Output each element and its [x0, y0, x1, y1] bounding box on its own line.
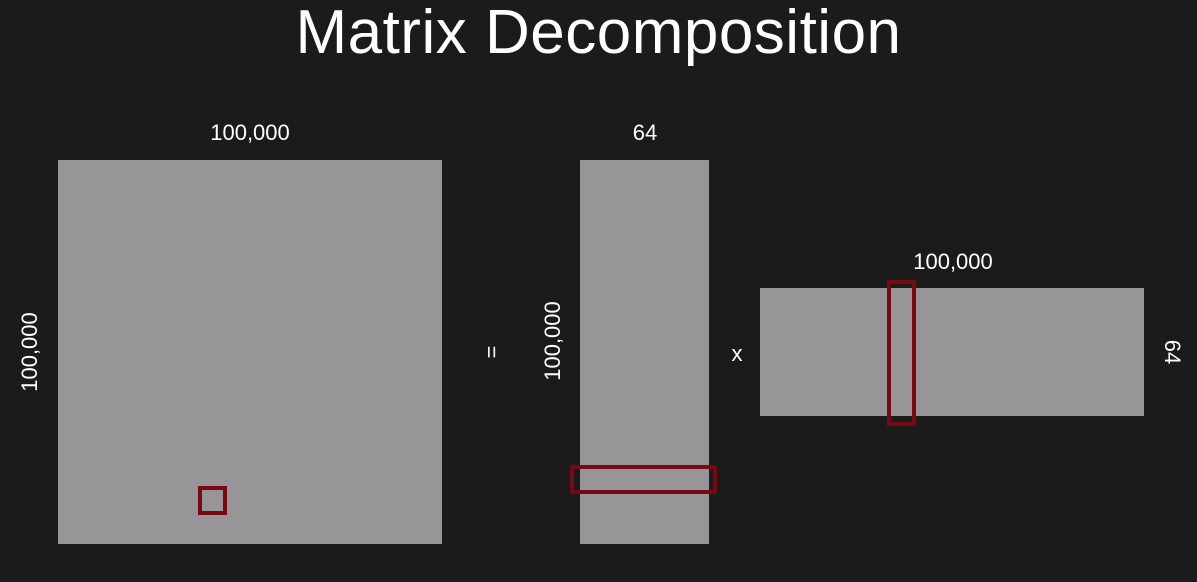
slide-title: Matrix Decomposition: [295, 0, 902, 67]
matrix-a: [58, 160, 442, 544]
matrix-b: [580, 160, 709, 544]
matrix-c: [760, 288, 1144, 416]
matrix-c-column-highlight: [887, 280, 916, 426]
matrix-b-row-highlight: [570, 465, 717, 494]
equals-sign: =: [479, 345, 504, 359]
matrix-b-row-count-label: 100,000: [540, 301, 565, 381]
matrix-c-row-count-label: 64: [1160, 339, 1185, 365]
multiplication-sign: x: [731, 341, 743, 366]
matrix-a-cell-highlight: [198, 486, 227, 515]
matrix-c-column-count-label: 100,000: [913, 249, 993, 274]
matrix-a-row-count-label: 100,000: [17, 312, 42, 392]
matrix-b-column-count-label: 64: [632, 120, 658, 145]
matrix-a-column-count-label: 100,000: [210, 120, 290, 145]
